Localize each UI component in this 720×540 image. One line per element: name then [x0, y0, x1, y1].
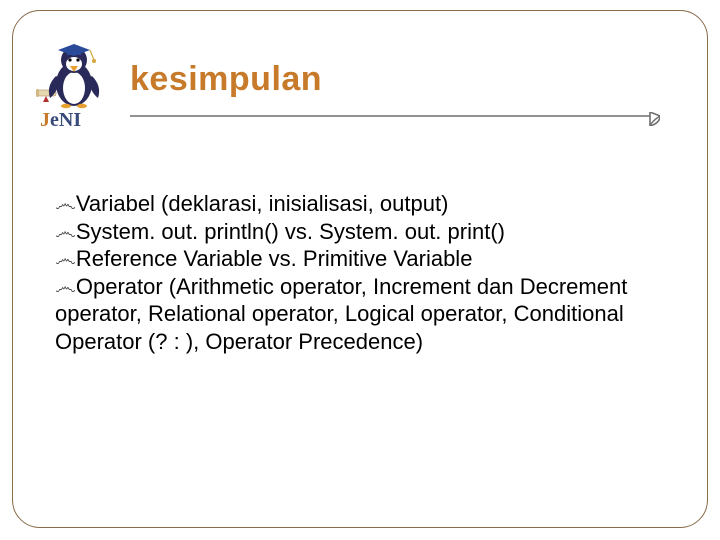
bullet-item: ෴System. out. println() vs. System. out.…: [55, 218, 665, 246]
bullet-text: Reference Variable vs. Primitive Variabl…: [76, 246, 473, 271]
title-underline: [130, 112, 660, 126]
bullet-text: Variabel (deklarasi, inisialisasi, outpu…: [76, 191, 449, 216]
bullet-text: Operator (Arithmetic operator, Increment…: [55, 274, 627, 354]
bullet-text: System. out. println() vs. System. out. …: [76, 219, 505, 244]
slide-title: kesimpulan: [130, 60, 322, 99]
bullet-icon: ෴: [55, 219, 76, 244]
bullet-icon: ෴: [55, 191, 76, 216]
bullet-item: ෴Reference Variable vs. Primitive Variab…: [55, 245, 665, 273]
content-area: ෴Variabel (deklarasi, inisialisasi, outp…: [55, 190, 665, 355]
bullet-icon: ෴: [55, 274, 76, 299]
svg-text:JeNI: JeNI: [40, 109, 81, 131]
bullet-icon: ෴: [55, 246, 76, 271]
bullet-item: ෴Operator (Arithmetic operator, Incremen…: [55, 273, 665, 356]
jeni-logo: JeNI: [36, 36, 108, 131]
slide: JeNI kesimpulan ෴Variabel (deklarasi, in…: [0, 0, 720, 540]
penguin-logo-svg: JeNI: [36, 36, 108, 131]
bullet-item: ෴Variabel (deklarasi, inisialisasi, outp…: [55, 190, 665, 218]
